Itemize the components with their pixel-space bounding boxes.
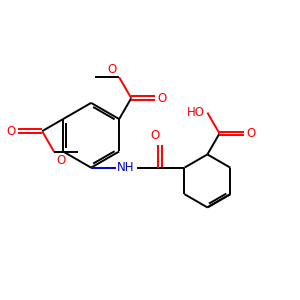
Text: HO: HO [187, 106, 205, 119]
Text: O: O [150, 129, 160, 142]
Text: O: O [246, 127, 255, 140]
Text: O: O [158, 92, 167, 105]
Text: NH: NH [117, 161, 134, 174]
Text: O: O [57, 154, 66, 166]
Text: O: O [108, 63, 117, 76]
Text: O: O [6, 125, 16, 138]
